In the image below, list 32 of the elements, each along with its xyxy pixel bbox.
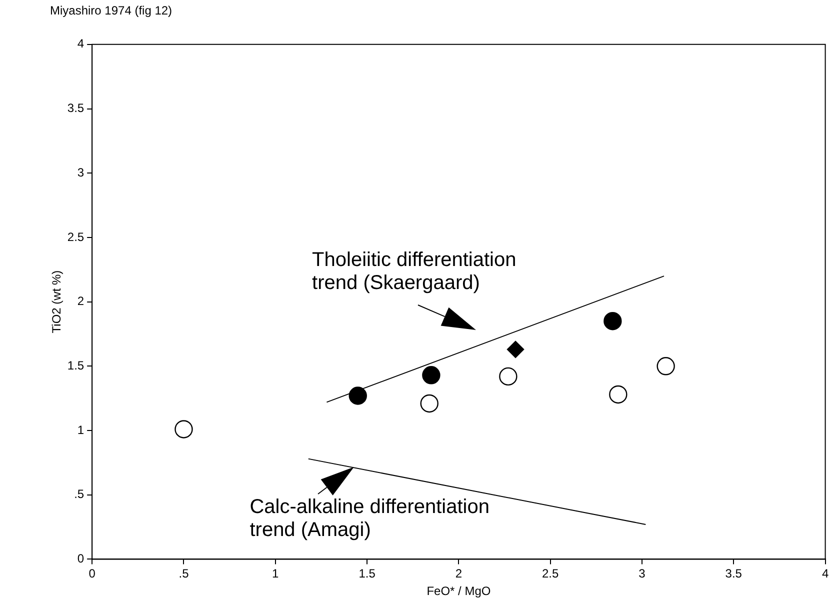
annotation: Tholeiitic differentiation trend (Skaergaard): [312, 248, 516, 294]
x-tick-label: .5: [178, 566, 190, 581]
y-tick-label: 0: [77, 552, 84, 566]
y-tick-label: .5: [74, 487, 84, 502]
y-tick-label: 3: [77, 165, 84, 180]
x-tick-label: 1: [272, 566, 280, 581]
y-axis-title: TiO2 (wt %): [50, 270, 64, 334]
x-axis-title: FeO* / MgO: [426, 584, 491, 598]
x-tick-label: 4: [822, 566, 829, 581]
y-tick-label: 4: [77, 36, 84, 51]
y-tick-label: 1.5: [67, 358, 84, 372]
x-tick-label: 1.5: [358, 566, 376, 581]
point: [656, 357, 675, 376]
chart-title: Miyashiro 1974 (fig 12): [50, 4, 172, 18]
x-tick-label: 2.5: [542, 566, 560, 581]
y-tick-label: 3.5: [67, 101, 84, 116]
point: [174, 420, 193, 438]
x-tick-label: 2: [455, 566, 462, 581]
point: [499, 367, 518, 386]
point: [609, 385, 628, 404]
point: [506, 340, 524, 358]
y-tick-label: 2.5: [67, 230, 84, 244]
y-tick-label: 1: [77, 422, 84, 437]
x-tick-label: 3: [638, 566, 646, 581]
point: [422, 366, 440, 384]
x-tick-label: 3.5: [725, 566, 742, 581]
annotation: Calc-alkaline differentiation trend (Amagi): [250, 496, 490, 541]
y-tick-label: 2: [77, 294, 84, 308]
point: [348, 386, 367, 405]
point: [420, 394, 438, 413]
x-tick-label: 0: [88, 566, 96, 581]
point: [604, 312, 622, 330]
